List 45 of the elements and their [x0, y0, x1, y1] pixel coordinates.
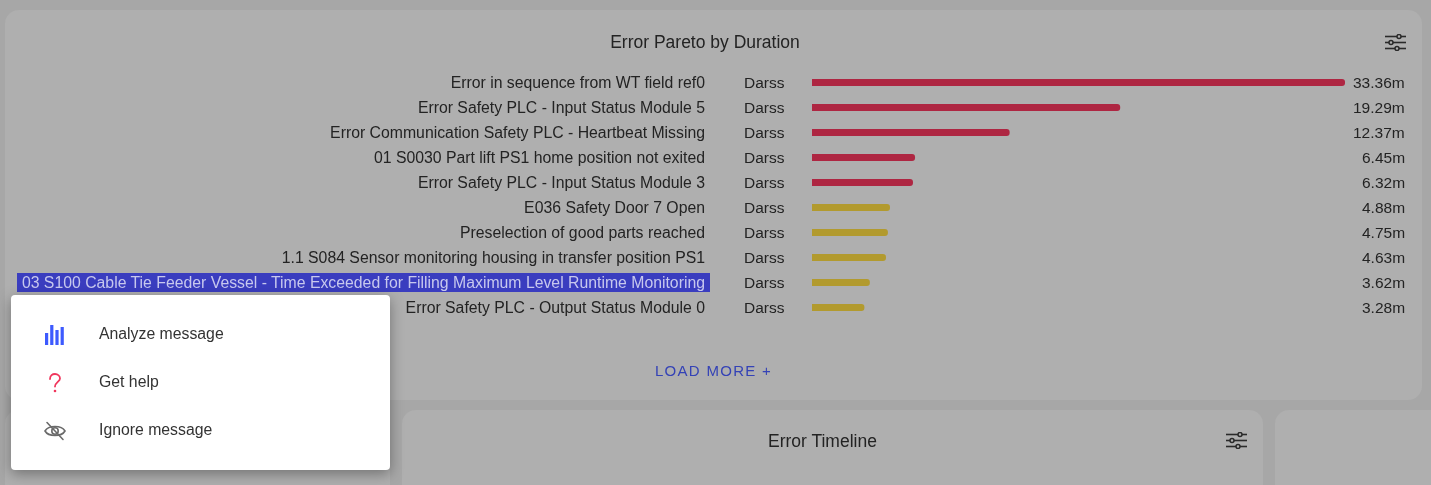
- y-tick-label: 1.1 S084 Sensor monitoring housing in transfer position PS1: [281, 249, 706, 267]
- y2-tick-label: Darss: [744, 124, 785, 141]
- y2-tick-label: Darss: [744, 74, 785, 91]
- data-label: 6.32m: [1362, 174, 1406, 191]
- bar: [812, 179, 913, 186]
- bar: [812, 204, 890, 211]
- y-tick-label: Error Safety PLC - Output Status Module 0: [405, 299, 706, 317]
- text: Analyze message: [99, 325, 224, 343]
- data-label: 33.36m: [1353, 74, 1405, 91]
- y-tick-label: E036 Safety Door 7 Open: [524, 199, 705, 217]
- y-tick-label: 01 S0030 Part lift PS1 home position not exited: [373, 149, 705, 167]
- y-tick-label: Error Safety PLC - Input Status Module 3: [417, 174, 706, 192]
- bar: [812, 254, 886, 261]
- y2-tick-label: Darss: [744, 249, 785, 266]
- data-label: 4.63m: [1362, 249, 1406, 266]
- y-tick-label: Error in sequence from WT field ref0: [450, 74, 706, 92]
- data-label: 3.62m: [1362, 274, 1406, 291]
- y2-tick-label: Darss: [744, 99, 785, 116]
- data-label: 3.28m: [1362, 299, 1406, 316]
- chart-title: Error Pareto by Duration: [610, 32, 800, 53]
- bar: [812, 79, 1345, 86]
- text: Get help: [99, 373, 159, 391]
- text: LOAD MORE +: [654, 362, 773, 379]
- y-tick-label: Error Communication Safety PLC - Heartbeat Missing: [330, 124, 705, 142]
- text: Error Timeline: [768, 431, 877, 452]
- y2-tick-label: Darss: [744, 199, 785, 216]
- y-tick-label: Preselection of good parts reached: [459, 224, 705, 242]
- bar: [812, 229, 888, 236]
- y2-tick-label: Darss: [744, 274, 785, 291]
- y2-tick-label: Darss: [744, 299, 785, 316]
- text: Ignore message: [99, 421, 213, 439]
- y-tick-label: Error Safety PLC - Input Status Module 5: [417, 99, 706, 117]
- y2-tick-label: Darss: [744, 149, 785, 166]
- bar: [812, 104, 1121, 111]
- bar: [812, 304, 865, 311]
- y2-tick-label: Darss: [744, 224, 785, 241]
- data-label: 6.45m: [1362, 149, 1406, 166]
- bar: [812, 129, 1010, 136]
- bar: [812, 154, 916, 161]
- data-label: 19.29m: [1353, 99, 1405, 116]
- data-label: 4.75m: [1362, 224, 1406, 241]
- data-label: 4.88m: [1362, 199, 1406, 216]
- bar: [812, 279, 870, 286]
- data-label: 12.37m: [1353, 124, 1405, 141]
- y2-tick-label: Darss: [744, 174, 785, 191]
